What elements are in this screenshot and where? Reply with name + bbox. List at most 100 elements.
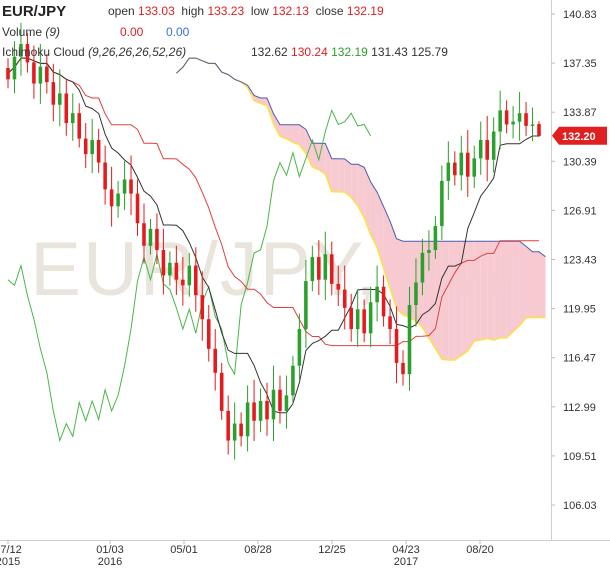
base-line [7,57,539,347]
candle [90,139,94,155]
candle [414,282,418,306]
cloud-segment [519,241,527,326]
ichimoku-value-conversion: 132.62 [251,45,288,59]
candle [472,158,477,177]
candle [51,82,56,105]
candle [342,289,347,308]
ichimoku-value-lagging: 132.19 [331,45,368,59]
y-tick-label: 140.83 [563,9,597,21]
candle [323,254,328,280]
y-tick-label: 130.39 [563,156,597,168]
candle [478,139,483,159]
candle [498,110,502,132]
candle [278,389,282,411]
cloud-segment [286,124,293,143]
cloud-segment [390,221,397,309]
cloud-segment [480,241,488,340]
candle [32,62,36,84]
candle [206,319,211,349]
candle [161,250,166,276]
cloud-segment [364,167,371,235]
ichimoku-readout: Ichimoku Cloud (9,26,26,26,52,26) [2,45,186,59]
candle [349,307,353,330]
candle [168,262,172,276]
candle [219,372,224,411]
cloud-segment [279,124,287,139]
candle [258,401,263,421]
candle [58,93,62,105]
y-tick-label: 106.03 [563,500,597,512]
open-value: 133.03 [138,4,175,18]
candle [491,131,496,160]
candle [310,257,315,282]
candle [70,113,75,124]
candle [284,395,289,411]
cloud-segment [377,192,384,269]
cloud-segment [539,251,546,318]
candle [420,252,425,283]
volume-param: (9) [45,25,61,39]
y-tick-label: 112.99 [563,402,596,414]
cloud-segment [500,241,507,338]
candle [517,113,522,122]
candle [317,257,321,280]
close-value: 132.19 [346,4,384,18]
cloud-segment [513,241,520,332]
cloud-segment [312,143,319,170]
cloud-segment [448,241,455,361]
candle [355,309,360,330]
candle [511,121,515,125]
candle [252,402,256,421]
candle [232,423,237,441]
low-value: 132.13 [272,4,309,18]
candle [401,362,405,375]
candle [116,193,120,207]
cloud-segment [441,241,449,361]
candle [194,265,198,296]
y-tick-label: 109.51 [563,451,597,463]
low-label: low [250,4,269,18]
cloud-segment [318,143,326,175]
candle [181,279,185,286]
x-tick-label: 07/12 [0,544,22,556]
x-tick-label: 12/25 [318,544,346,556]
candle [271,389,276,420]
candle [77,113,82,139]
symbol-title: EUR/JPY [2,3,67,20]
x-tick-sublabel: 2016 [98,556,122,568]
ichimoku-value-span-b: 125.79 [411,45,448,59]
candle [530,124,535,126]
candle [453,162,457,176]
y-tick-label: 116.47 [563,353,596,365]
cloud-segment [467,241,475,352]
candle [297,329,302,366]
x-tick-label: 05/01 [170,544,198,556]
cloud-segment [383,206,391,289]
cloud-segment [396,238,404,315]
candle [45,66,49,83]
candle [375,286,379,303]
candle [304,281,308,330]
volume-readout: Volume (9) [2,25,60,39]
ohlc-readout: open 133.03 high 133.23 low 132.13 close… [108,4,384,18]
x-tick-label: 01/03 [96,544,124,556]
cloud-segment [273,113,280,137]
cloud-segment [526,246,533,318]
cloud-segment [344,158,352,198]
candle [336,283,341,290]
x-tick-label: 08/20 [466,544,494,556]
candle [407,305,412,375]
cloud-segment [532,251,539,318]
candle [239,423,243,437]
last-price-tag [552,126,607,145]
y-tick-label: 123.43 [563,255,597,267]
candle [19,44,23,57]
candle [129,179,133,194]
candle [142,223,146,246]
cloud-segment [454,241,462,361]
x-tick-sublabel: 2017 [394,556,418,568]
cloud-segment [474,241,481,342]
